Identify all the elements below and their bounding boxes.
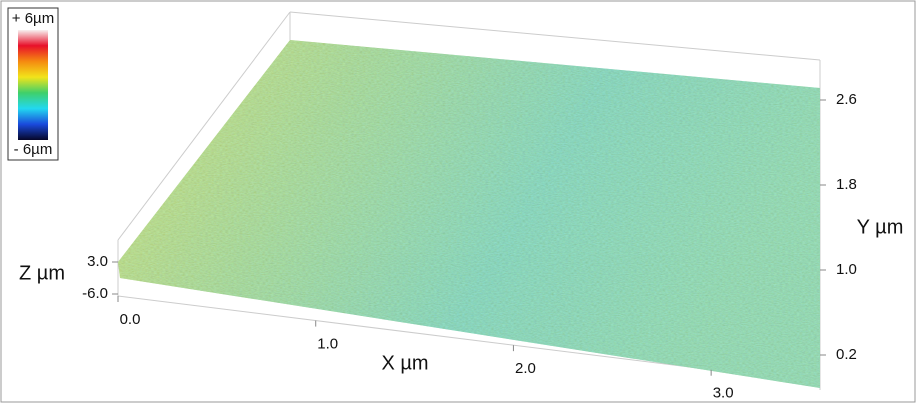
z-tick-label: -6.0 — [82, 285, 108, 302]
y-tick-label: 2.6 — [836, 91, 857, 108]
y-axis-label: Y µm — [857, 216, 904, 238]
x-axis-label: X µm — [381, 352, 428, 374]
y-tick-label: 1.0 — [836, 261, 857, 278]
surface-texture — [118, 40, 820, 388]
y-tick-label: 0.2 — [836, 346, 857, 363]
x-tick-label: 0.0 — [120, 311, 141, 328]
y-tick-label: 1.8 — [836, 176, 857, 193]
colorbar — [18, 30, 48, 140]
z-axis-label: Z µm — [19, 262, 65, 284]
x-tick-label: 1.0 — [317, 336, 338, 353]
x-tick-label: 3.0 — [713, 385, 734, 402]
z-tick-label: 3.0 — [87, 253, 108, 270]
x-tick-label: 2.0 — [515, 360, 536, 377]
colorbar-max-label: + 6µm — [12, 10, 54, 27]
colorbar-min-label: - 6µm — [14, 141, 53, 158]
surface — [118, 40, 820, 388]
